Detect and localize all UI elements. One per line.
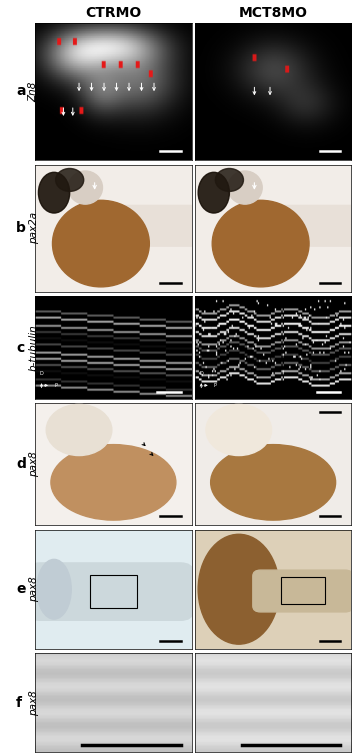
Ellipse shape (38, 173, 70, 213)
Ellipse shape (68, 171, 102, 204)
FancyBboxPatch shape (112, 205, 205, 246)
Text: f: f (16, 696, 22, 710)
Ellipse shape (37, 559, 71, 619)
Ellipse shape (206, 404, 271, 455)
Bar (281, 578, 325, 603)
Ellipse shape (198, 535, 279, 644)
Text: e: e (16, 582, 25, 596)
Text: d: d (16, 457, 26, 471)
Ellipse shape (211, 445, 336, 520)
Text: CTRMO: CTRMO (85, 5, 142, 20)
FancyBboxPatch shape (253, 570, 353, 612)
Text: P: P (54, 383, 57, 388)
Text: pax8: pax8 (29, 690, 38, 716)
Bar (90, 575, 137, 608)
Ellipse shape (212, 201, 309, 287)
Ellipse shape (198, 173, 229, 213)
Ellipse shape (51, 445, 176, 520)
Ellipse shape (215, 168, 244, 192)
Ellipse shape (46, 404, 112, 455)
Text: D: D (40, 371, 43, 376)
Text: MCT8MO: MCT8MO (239, 5, 307, 20)
Ellipse shape (53, 201, 149, 287)
Text: pax8: pax8 (29, 576, 38, 602)
Ellipse shape (56, 168, 84, 192)
Ellipse shape (228, 171, 262, 204)
Text: Zn8: Zn8 (29, 81, 38, 102)
FancyBboxPatch shape (28, 563, 193, 621)
Text: D: D (199, 371, 203, 376)
Text: a: a (16, 84, 25, 98)
Text: pax2a: pax2a (29, 213, 38, 244)
Text: P: P (214, 383, 217, 388)
Text: b-tubulin: b-tubulin (29, 324, 38, 371)
FancyBboxPatch shape (271, 205, 353, 246)
Text: b: b (16, 222, 26, 235)
Text: pax8: pax8 (29, 451, 38, 477)
Text: c: c (16, 341, 24, 354)
